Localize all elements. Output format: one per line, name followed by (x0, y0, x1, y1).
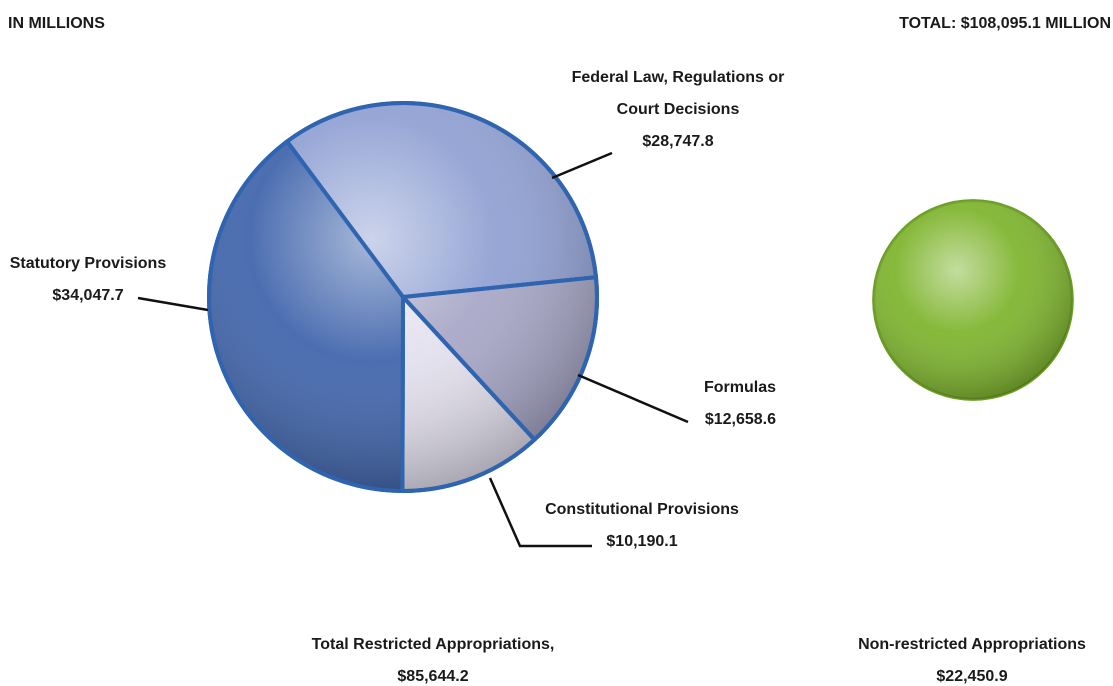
slice-label: Statutory Provisions $34,047.7 (0, 248, 176, 312)
value-label: $34,047.7 (0, 280, 176, 312)
slice-label: Constitutional Provisions $10,190.1 (522, 494, 762, 558)
unit-note: IN MILLIONS (8, 8, 105, 40)
slice-label: Formulas $12,658.6 (620, 372, 776, 436)
chart (0, 0, 1113, 686)
sphere-caption: Non-restricted Appropriations $22,450.9 (822, 629, 1113, 686)
caption-value: $22,450.9 (822, 661, 1113, 686)
category-label: Statutory Provisions (0, 248, 176, 280)
category-label: Constitutional Provisions (522, 494, 762, 526)
caption-title: Total Restricted Appropriations, (283, 629, 583, 661)
value-label: $10,190.1 (522, 526, 762, 558)
category-label: Federal Law, Regulations or Court Decisi… (568, 62, 788, 126)
pie-caption: Total Restricted Appropriations, $85,644… (283, 629, 583, 686)
sphere (874, 201, 1073, 400)
slice-border (402, 297, 403, 491)
slice-label: Federal Law, Regulations or Court Decisi… (568, 62, 788, 158)
category-label: Formulas (620, 372, 776, 404)
value-label: $28,747.8 (568, 126, 788, 158)
value-label: $12,658.6 (620, 404, 776, 436)
caption-title: Non-restricted Appropriations (822, 629, 1113, 661)
page: IN MILLIONS TOTAL: $108,095.1 MILLION Fe… (0, 0, 1113, 686)
total-label: TOTAL: $108,095.1 MILLION (899, 8, 1111, 40)
caption-value: $85,644.2 (283, 661, 583, 686)
